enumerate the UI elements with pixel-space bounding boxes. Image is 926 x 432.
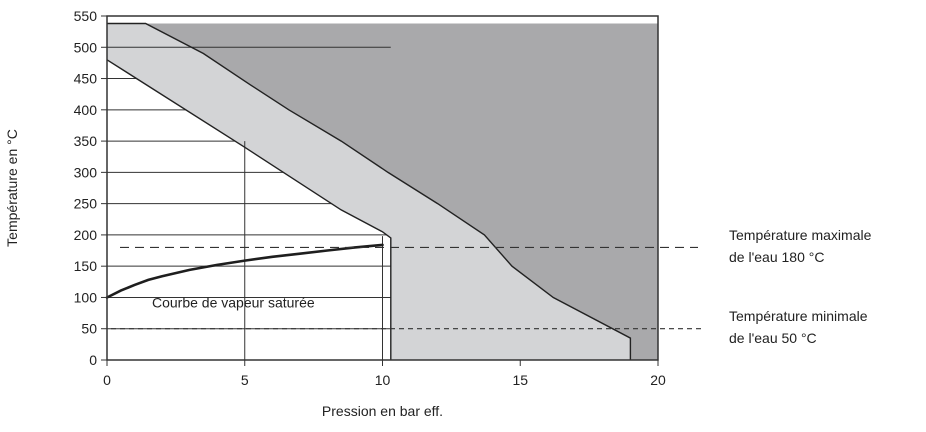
boundary-line-0 — [107, 22, 632, 360]
y-tick-label-350: 350 — [74, 133, 98, 149]
x-tick-label-20: 20 — [650, 372, 666, 388]
labels-layer: 0 50 100 150 200 250 300 350 400 450 500 550 0 5 10 15 2… — [74, 8, 666, 388]
y-tick-label-450: 450 — [74, 71, 98, 87]
saturated-vapour-curve — [105, 243, 384, 299]
region-area-1 — [107, 23, 631, 360]
y-tick-label-500: 500 — [74, 39, 98, 55]
x-tick-label-5: 5 — [241, 372, 249, 388]
max-temp-label-line2: de l'eau 180 °C — [729, 249, 824, 265]
reference-lines-layer — [111, 246, 702, 330]
min-temp-label-line2: de l'eau 50 °C — [729, 330, 817, 346]
y-tick-label-550: 550 — [74, 8, 98, 24]
x-tick-label-15: 15 — [512, 372, 528, 388]
boundary-line-1 — [106, 59, 392, 360]
saturated-curve-label: Courbe de vapeur saturée — [152, 294, 315, 310]
regions-layer — [107, 23, 659, 361]
region-area-2 — [107, 59, 391, 361]
y-tick-label-250: 250 — [74, 196, 98, 212]
ticks-layer — [101, 15, 659, 366]
y-tick-label-100: 100 — [74, 289, 98, 305]
y-tick-label-50: 50 — [81, 321, 97, 337]
y-tick-label-150: 150 — [74, 258, 98, 274]
x-tick-label-0: 0 — [103, 372, 111, 388]
x-axis-title: Pression en bar eff. — [322, 403, 443, 419]
y-tick-label-400: 400 — [74, 102, 98, 118]
region-area-0 — [145, 23, 659, 360]
max-temp-label-line1: Température maximale — [729, 227, 872, 243]
y-tick-label-0: 0 — [89, 352, 97, 368]
y-tick-label-300: 300 — [74, 164, 98, 180]
y-axis-title: Température en °C — [4, 129, 20, 247]
x-tick-label-10: 10 — [375, 372, 391, 388]
min-temp-label-line1: Température minimale — [729, 308, 868, 324]
y-tick-label-200: 200 — [74, 227, 98, 243]
grid-layer — [107, 46, 391, 360]
lines-layer — [105, 22, 632, 360]
